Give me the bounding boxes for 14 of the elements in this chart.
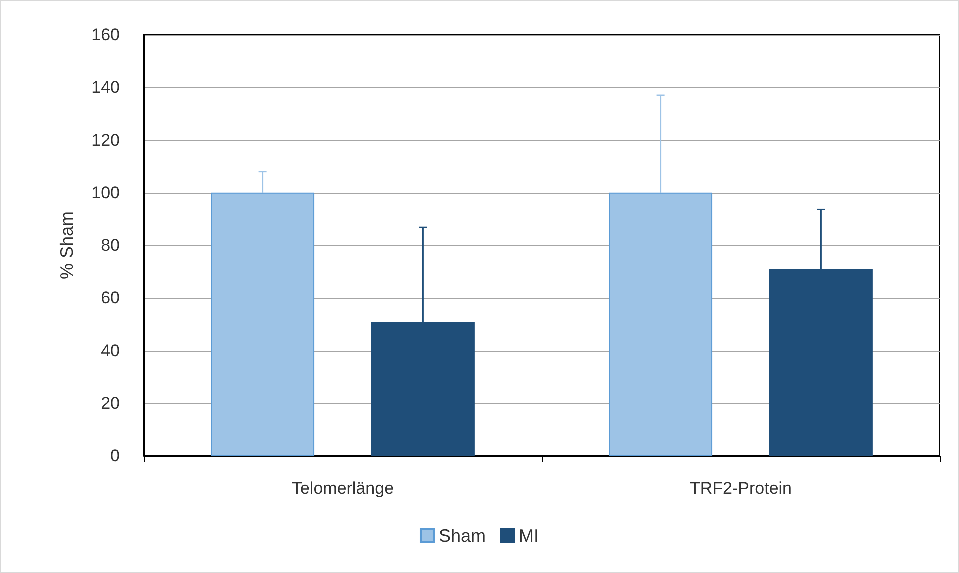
y-tick-label: 100: [92, 183, 120, 202]
y-tick-label: 40: [101, 341, 120, 360]
y-tick-label: 120: [92, 130, 120, 150]
y-tick-label: 140: [92, 78, 120, 98]
legend-label: MI: [519, 526, 540, 546]
y-tick-label: 160: [92, 26, 120, 44]
x-tick-label: TRF2-Protein: [690, 479, 792, 498]
y-axis-title: % Sham: [57, 211, 77, 280]
y-tick-label: 80: [101, 236, 120, 255]
legend-label: Sham: [438, 526, 486, 546]
y-tick-label: 20: [101, 394, 120, 413]
y-tick-label: 60: [101, 288, 120, 308]
y-tick-label: 0: [110, 446, 120, 466]
x-tick-label: Telomerlänge: [292, 479, 394, 498]
